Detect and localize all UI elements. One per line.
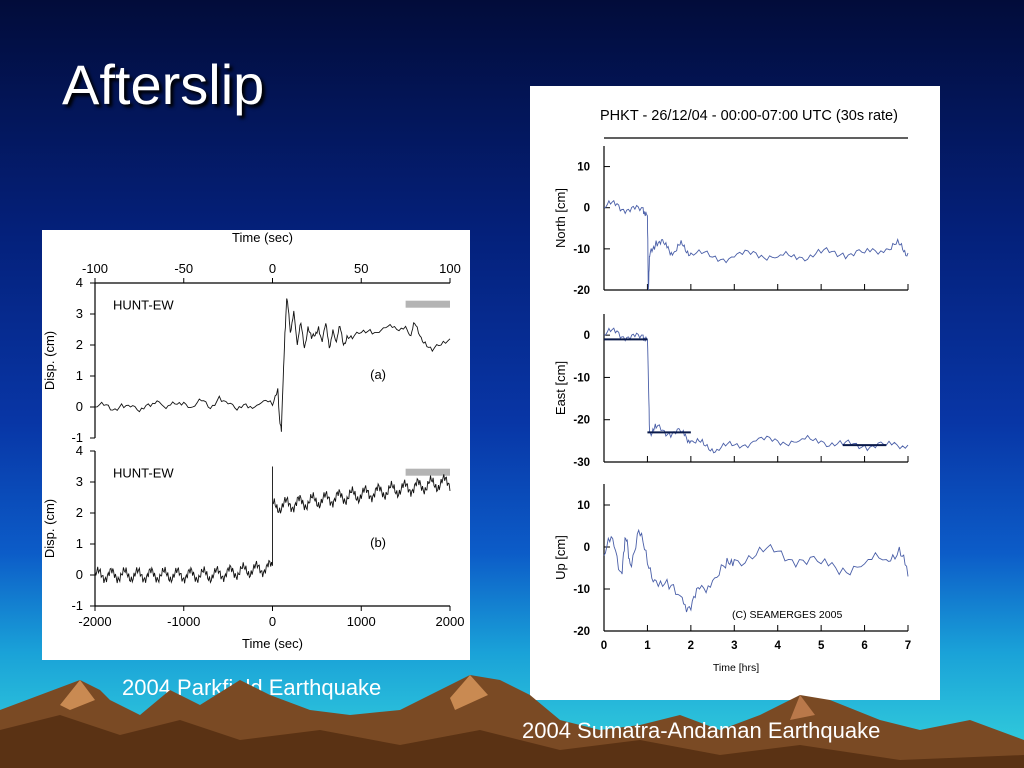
sumatra-north-ytick-label-0: -20 <box>573 285 590 297</box>
sumatra-east-trace <box>603 327 909 454</box>
sumatra-up-ytick-label-2: 0 <box>584 542 590 554</box>
parkfield-b-xtick-label-0: -2000 <box>78 614 111 629</box>
sumatra-chart: PHKT - 26/12/04 - 00:00-07:00 UTC (30s r… <box>553 108 911 674</box>
parkfield-b-marker-bar <box>405 468 450 476</box>
parkfield-a-trace <box>94 298 451 432</box>
parkfield-a-series-label: HUNT-EW <box>113 298 174 313</box>
parkfield-b-trace <box>94 466 451 584</box>
sumatra-east-ytick-label-1: -20 <box>573 415 590 427</box>
parkfield-b-xtick-label-1: -1000 <box>167 614 200 629</box>
parkfield-a-xtick-label-4: 100 <box>439 261 461 276</box>
sumatra-up-xtick-label-6: 6 <box>861 640 867 652</box>
parkfield-a-ytick-label-0: -1 <box>71 430 83 445</box>
parkfield-a-xtick-label-2: 0 <box>269 261 276 276</box>
sumatra-up-ytick-label-3: 10 <box>577 500 590 512</box>
parkfield-a-xtick-label-1: -50 <box>174 261 193 276</box>
parkfield-b-ytick-label-2: 1 <box>76 536 83 551</box>
sumatra-north-trace <box>603 199 909 291</box>
sumatra-up-trace <box>603 528 909 613</box>
sumatra-north-ytick-label-1: -10 <box>573 244 590 256</box>
sumatra-chart-panel: PHKT - 26/12/04 - 00:00-07:00 UTC (30s r… <box>530 86 940 700</box>
parkfield-a-ylabel: Disp. (cm) <box>42 331 57 390</box>
parkfield-a-ytick-label-5: 4 <box>76 275 83 290</box>
sumatra-up-ytick-label-1: -10 <box>573 584 590 596</box>
parkfield-a-ytick-label-3: 2 <box>76 337 83 352</box>
sumatra-up-xlabel: Time [hrs] <box>713 662 759 674</box>
parkfield-b-ytick-label-1: 0 <box>76 567 83 582</box>
sumatra-up-ytick-label-0: -20 <box>573 626 590 638</box>
sumatra-east-ytick-label-0: -30 <box>573 457 590 469</box>
parkfield-b-ytick-label-5: 4 <box>76 443 83 458</box>
mountain-backdrop <box>0 675 1024 768</box>
parkfield-a-xlabel: Time (sec) <box>232 230 293 245</box>
sumatra-title: PHKT - 26/12/04 - 00:00-07:00 UTC (30s r… <box>600 108 898 124</box>
parkfield-a-ytick-label-1: 0 <box>76 399 83 414</box>
parkfield-b-ytick-label-0: -1 <box>71 598 83 613</box>
sumatra-up-ylabel: Up [cm] <box>553 535 568 580</box>
parkfield-b-xlabel: Time (sec) <box>242 636 303 651</box>
parkfield-a-marker-bar <box>405 300 450 308</box>
parkfield-b-ytick-label-3: 2 <box>76 505 83 520</box>
parkfield-a-xtick-label-0: -100 <box>82 261 108 276</box>
parkfield-a-ytick-label-2: 1 <box>76 368 83 383</box>
sumatra-up-xtick-label-0: 0 <box>601 640 607 652</box>
parkfield-a-ytick-label-4: 3 <box>76 306 83 321</box>
parkfield-b-xtick-label-4: 2000 <box>436 614 465 629</box>
parkfield-a-annotation: (a) <box>370 367 386 382</box>
sumatra-north-ytick-label-3: 10 <box>577 162 590 174</box>
sumatra-caption: 2004 Sumatra-Andaman Earthquake <box>522 718 881 743</box>
parkfield-b-series-label: HUNT-EW <box>113 466 174 481</box>
sumatra-up-xtick-label-1: 1 <box>644 640 651 652</box>
parkfield-b-xtick-label-2: 0 <box>269 614 276 629</box>
parkfield-b-ytick-label-4: 3 <box>76 474 83 489</box>
parkfield-b-annotation: (b) <box>370 535 386 550</box>
parkfield-b-ylabel: Disp. (cm) <box>42 499 57 558</box>
sumatra-up-annotation: (C) SEAMERGES 2005 <box>732 609 842 621</box>
parkfield-b-xtick-label-3: 1000 <box>347 614 376 629</box>
sumatra-east-ytick-label-2: -10 <box>573 372 590 384</box>
sumatra-up-xtick-label-5: 5 <box>818 640 825 652</box>
sumatra-east-ytick-label-3: 0 <box>584 330 590 342</box>
parkfield-a-xtick-label-3: 50 <box>354 261 368 276</box>
sumatra-north-ylabel: North [cm] <box>553 188 568 248</box>
sumatra-up-xtick-label-4: 4 <box>775 640 782 652</box>
sumatra-up-xtick-label-7: 7 <box>905 640 911 652</box>
parkfield-chart-panel: -100 -50 0 50 100 Time (sec) -1 0 1 2 3 4 Disp. (cm)… <box>42 230 470 660</box>
sumatra-up-xtick-label-3: 3 <box>731 640 737 652</box>
sumatra-north-ytick-label-2: 0 <box>584 203 590 215</box>
slide-title: Afterslip <box>62 53 265 116</box>
sumatra-up-xtick-label-2: 2 <box>688 640 694 652</box>
sumatra-east-ylabel: East [cm] <box>553 361 568 415</box>
